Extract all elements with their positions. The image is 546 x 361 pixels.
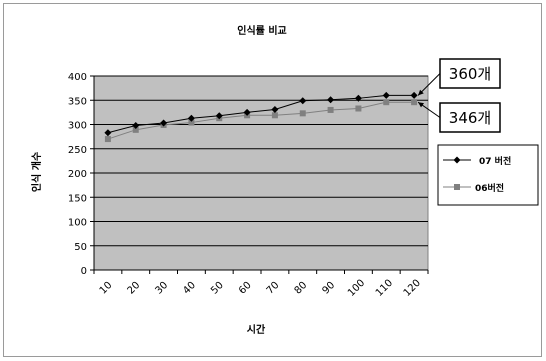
data-point [215, 112, 223, 120]
data-point [132, 121, 140, 129]
data-point [354, 94, 362, 102]
data-point [243, 108, 251, 116]
series-0 [104, 91, 418, 137]
data-point [132, 126, 139, 133]
y-tick-label: 150 [68, 193, 87, 204]
data-point [327, 106, 334, 113]
x-tick-label: 50 [209, 280, 226, 297]
data-point [104, 129, 112, 137]
callout-box [439, 58, 501, 89]
data-point [271, 112, 278, 119]
y-tick-label: 250 [68, 145, 87, 156]
chart-title: 인식률 비교 [237, 24, 286, 37]
data-point [160, 119, 168, 127]
data-point [299, 97, 307, 105]
y-tick-label: 350 [68, 96, 87, 107]
x-tick-label: 120 [402, 278, 423, 299]
x-tick-label: 90 [320, 280, 337, 297]
legend: 07 버전 06버전 [437, 144, 539, 206]
annotations: 360개 346개 [417, 58, 501, 133]
y-tick-label: 0 [81, 266, 87, 277]
legend-marker [454, 184, 460, 190]
data-point [187, 114, 195, 122]
y-tick-label: 50 [74, 242, 87, 253]
y-tick-label: 200 [68, 169, 87, 180]
x-tick-label: 100 [346, 278, 367, 299]
legend-marker [453, 156, 461, 164]
callout-box [439, 102, 501, 133]
data-point [188, 119, 195, 126]
series-line [107, 94, 415, 134]
x-tick-label: 70 [265, 280, 282, 297]
y-axis-ticks: 0 50 100 150 200 250 300 350 400 [68, 72, 95, 277]
x-tick-label: 20 [126, 280, 143, 297]
x-axis-title: 시간 [247, 323, 266, 336]
x-tick-label: 30 [153, 280, 170, 297]
x-tick-label: 60 [237, 280, 254, 297]
y-tick-label: 100 [68, 218, 87, 229]
data-point [271, 105, 279, 113]
data-point [383, 99, 390, 106]
callout-arrow-head [418, 89, 424, 96]
data-point [299, 110, 306, 117]
annotation-callout: 360개 [417, 58, 501, 96]
data-point [355, 105, 362, 112]
callout-label: 360개 [449, 65, 491, 83]
x-tick-label: 110 [374, 278, 395, 299]
callout-arrow-head [418, 102, 425, 108]
series-line [107, 101, 415, 140]
data-point [382, 91, 390, 99]
legend-label: 06버전 [475, 182, 504, 194]
annotation-callout: 346개 [417, 101, 501, 133]
series-group [104, 91, 418, 143]
data-point [327, 96, 335, 104]
callout-label: 346개 [449, 109, 491, 127]
x-tick-label: 40 [181, 280, 198, 297]
data-point [411, 99, 418, 106]
x-tick-label: 10 [98, 280, 115, 297]
data-point [410, 91, 418, 99]
legend-label: 07 버전 [479, 155, 511, 167]
legend-box [437, 144, 539, 206]
y-tick-label: 300 [68, 121, 87, 132]
x-tick-label: 80 [293, 280, 310, 297]
x-axis-ticks: 10 20 30 40 50 60 70 80 90 100 110 120 [93, 269, 429, 299]
y-tick-label: 400 [68, 72, 87, 83]
data-point [104, 136, 111, 143]
gridlines [94, 75, 428, 271]
y-axis-title: 인식 개수 [30, 152, 43, 192]
